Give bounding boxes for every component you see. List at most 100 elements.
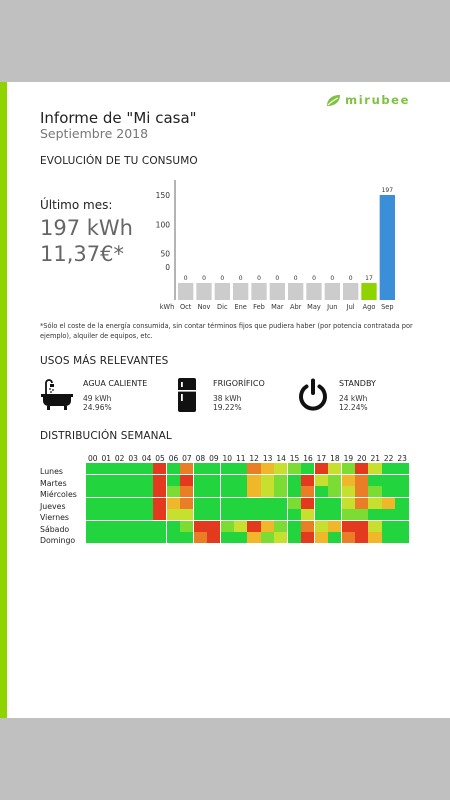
bar-data-label: 0	[239, 275, 243, 282]
heatmap-cell	[314, 509, 328, 521]
x-tick-label: May	[307, 303, 321, 311]
heatmap-cell	[126, 509, 140, 521]
heatmap-cell	[355, 497, 369, 509]
x-tick-label: Mar	[271, 303, 284, 311]
heatmap-cell	[233, 463, 248, 475]
hour-label: 01	[101, 454, 111, 463]
bar-data-label: 0	[184, 275, 188, 282]
brand-name: mirubee	[345, 93, 410, 107]
usage-percent: 24.96%	[83, 403, 112, 412]
x-tick-label: Feb	[253, 303, 265, 311]
heatmap-cell	[193, 509, 207, 521]
heatmap-cell	[166, 463, 180, 475]
heatmap-cell	[341, 474, 355, 486]
heatmap-cell	[153, 532, 167, 544]
heatmap-cell	[220, 497, 234, 509]
y-tick-label: 150	[156, 191, 171, 200]
hour-label: 16	[303, 454, 313, 463]
heatmap-cell	[207, 509, 221, 521]
heatmap-cell	[274, 486, 288, 498]
usage-kwh: 38 kWh	[213, 394, 242, 403]
heatmap-cell	[287, 509, 301, 521]
bar-data-label: 0	[330, 275, 334, 282]
usage-hot-water: AGUA CALIENTE 49 kWh 24.96%	[40, 378, 160, 414]
heatmap-cell	[233, 509, 248, 521]
heatmap-cell	[314, 474, 328, 486]
heatmap-cell	[368, 463, 382, 475]
weekly-heatmap	[86, 463, 409, 544]
heatmap-cell	[126, 532, 140, 544]
heatmap-cell	[139, 497, 153, 509]
heatmap-cell	[193, 474, 207, 486]
heatmap-cell	[274, 532, 288, 544]
heatmap-cell	[314, 497, 328, 509]
day-label: Sábado	[40, 524, 70, 534]
bar	[343, 283, 359, 300]
heatmap-cell	[287, 532, 301, 544]
heatmap-cell	[207, 497, 221, 509]
hour-label: 12	[249, 454, 259, 463]
heatmap-cell	[247, 497, 261, 509]
heatmap-cell	[180, 497, 194, 509]
hour-label: 06	[168, 454, 179, 463]
heatmap-cell	[220, 474, 234, 486]
heatmap-cell	[126, 520, 140, 532]
heatmap-cell	[328, 486, 342, 498]
heatmap-cell	[153, 520, 167, 532]
consumption-chart: 0501001502000Oct0Nov0Dic0Ene0Feb0Mar0Abr…	[156, 180, 395, 311]
heatmap-cell	[341, 509, 355, 521]
last-month-kwh: 197 kWh	[40, 216, 133, 240]
hour-label: 05	[155, 454, 165, 463]
heatmap-cell	[86, 520, 100, 532]
heatmap-cell	[260, 520, 275, 532]
bar	[324, 283, 340, 300]
heatmap-cell	[153, 474, 167, 486]
usage-kwh: 49 kWh	[83, 394, 112, 403]
usage-standby: STANDBY 24 kWh 12.24%	[296, 378, 416, 414]
x-tick-label: Jun	[326, 303, 337, 311]
heatmap-cell	[86, 532, 100, 544]
heatmap-cell	[381, 509, 396, 521]
heatmap-cell	[395, 474, 409, 486]
leaf-logo-icon	[327, 94, 341, 106]
hour-label: 11	[235, 454, 246, 463]
heatmap-cell	[301, 509, 315, 521]
heatmap-cell	[207, 474, 221, 486]
cost-footnote: *Sólo el coste de la energía consumida, …	[40, 322, 413, 340]
heatmap-cell	[139, 474, 153, 486]
heatmap-cell	[287, 486, 301, 498]
usage-name: AGUA CALIENTE	[83, 379, 148, 388]
heatmap-cell	[328, 532, 342, 544]
accent-bar	[0, 82, 7, 718]
heatmap-cell	[260, 532, 275, 544]
heatmap-cell	[220, 486, 234, 498]
hour-label: 20	[357, 454, 367, 463]
x-tick-label: Dic	[217, 303, 228, 311]
day-label: Domingo	[40, 536, 76, 546]
heatmap-cell	[99, 509, 113, 521]
heatmap-cell	[328, 497, 342, 509]
bar	[361, 283, 377, 300]
heatmap-cell	[381, 474, 396, 486]
day-label: Martes	[40, 478, 67, 488]
heatmap-cell	[368, 497, 382, 509]
heatmap-cell	[341, 497, 355, 509]
heatmap-cell	[153, 463, 167, 475]
bar	[306, 283, 322, 300]
heatmap-cell	[233, 532, 248, 544]
heatmap-cell	[247, 463, 261, 475]
heatmap-cell	[287, 474, 301, 486]
bar-data-label: 0	[312, 275, 316, 282]
heatmap-cell	[139, 463, 153, 475]
heatmap-cell	[99, 532, 113, 544]
heatmap-cell	[287, 520, 301, 532]
day-label: Viernes	[40, 513, 69, 523]
heatmap-cell	[260, 509, 275, 521]
y-tick-label: 100	[156, 220, 171, 229]
heatmap-cell	[247, 474, 261, 486]
y-tick-label: 50	[160, 250, 170, 259]
heatmap-cell	[260, 486, 275, 498]
heatmap-cell	[247, 486, 261, 498]
hour-label: 14	[276, 454, 286, 463]
hour-label: 10	[222, 454, 233, 463]
